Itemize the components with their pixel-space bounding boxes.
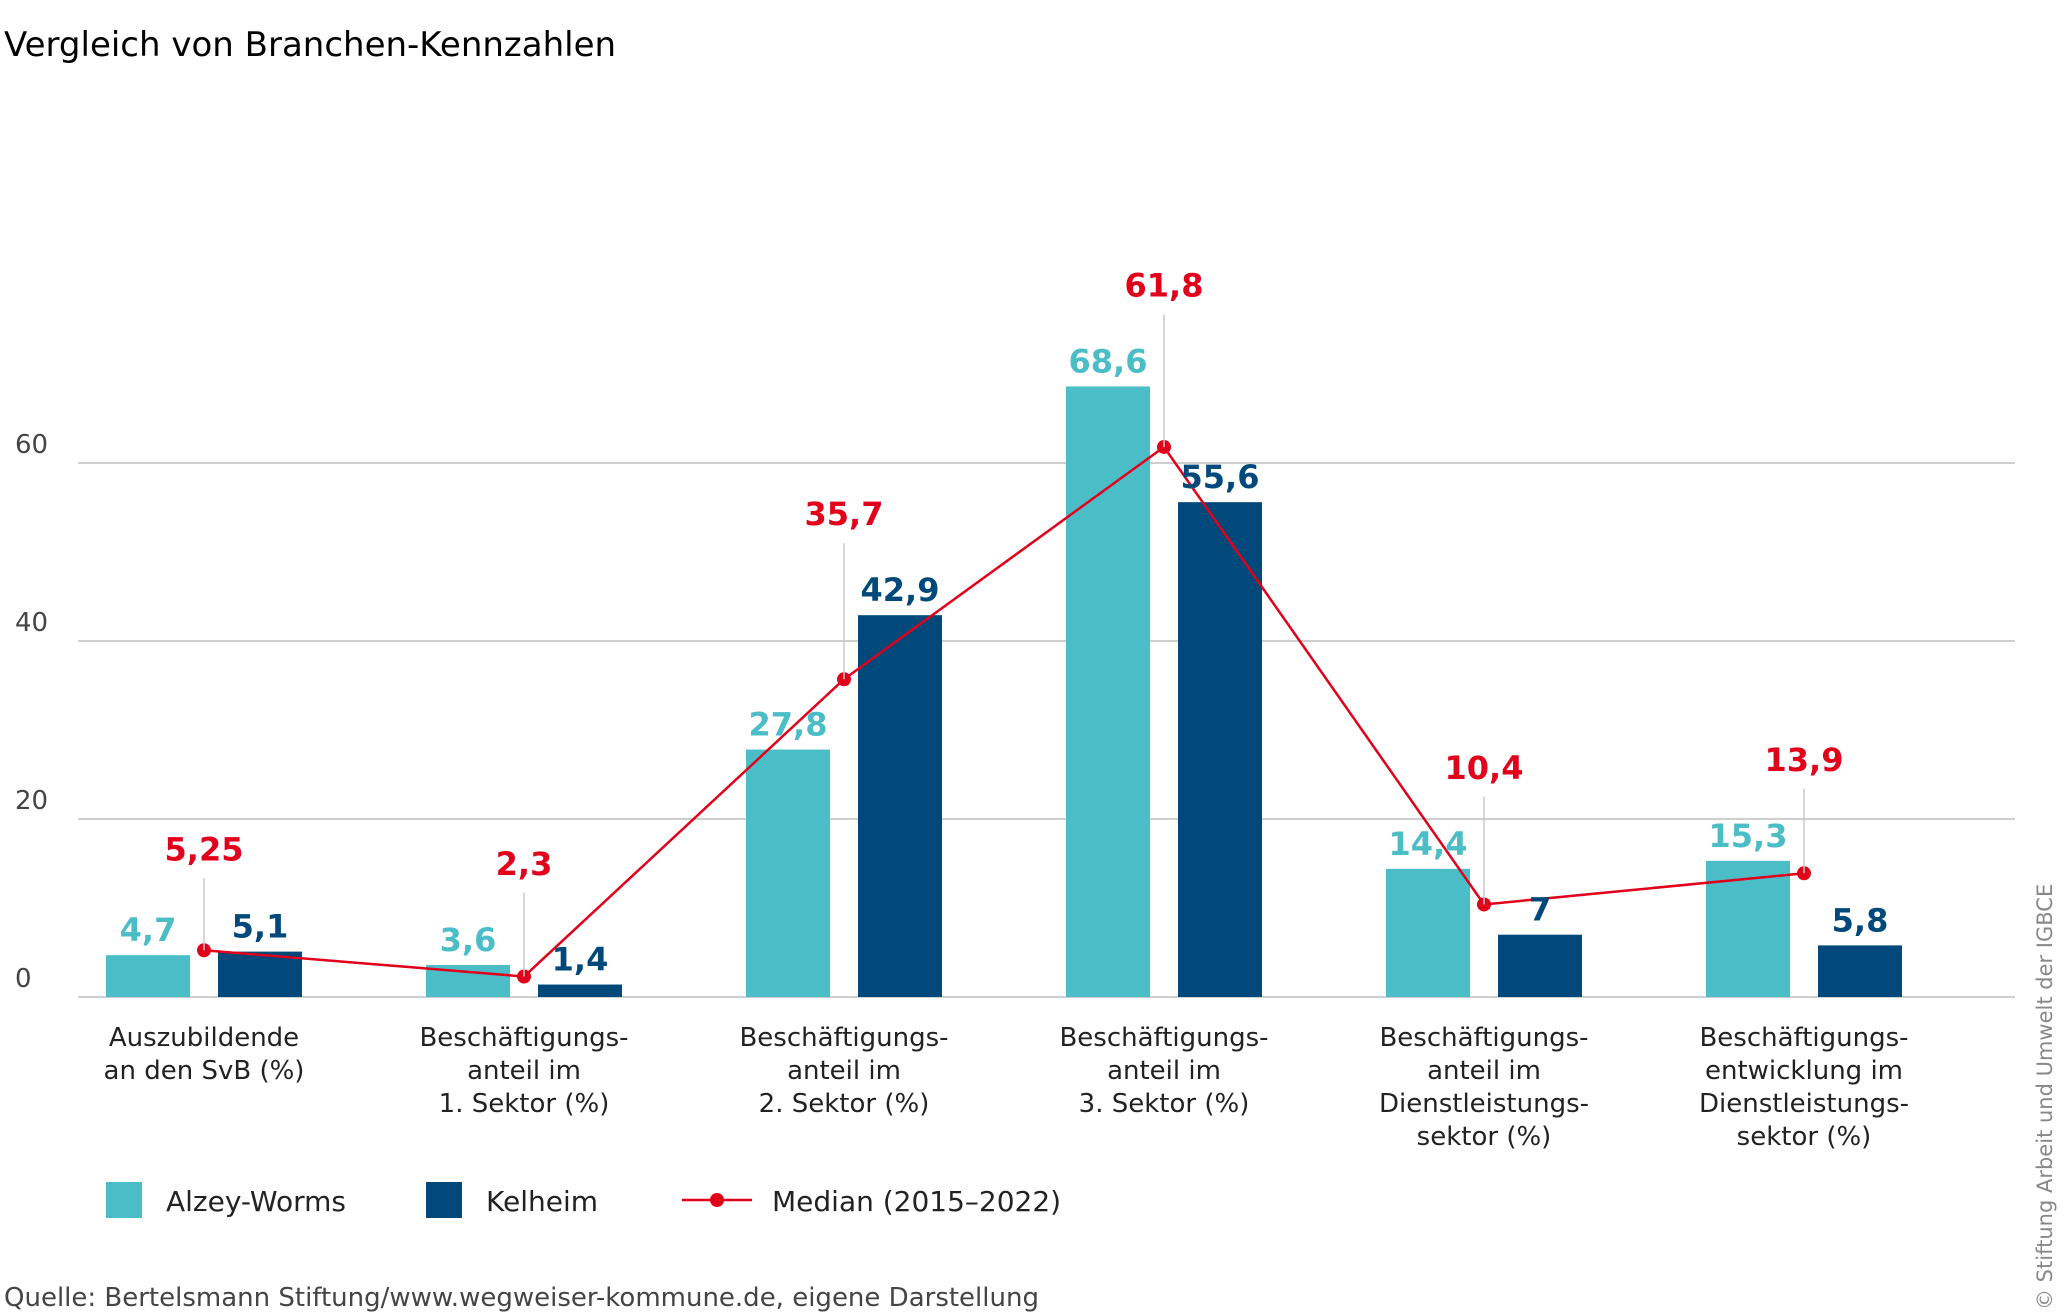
legend-swatch-kelheim <box>426 1182 462 1218</box>
data-label-alzey-worms: 27,8 <box>749 706 828 744</box>
bar-alzey-worms <box>746 749 830 997</box>
legend-label-kelheim: Kelheim <box>486 1185 598 1218</box>
category-label: Beschäftigungs-entwicklung im Dienstleist… <box>1699 1023 1909 1152</box>
median-line-series <box>197 439 1811 984</box>
category-label: Auszubildende an den SvB (%) <box>104 1023 305 1086</box>
legend-label-alzey-worms: Alzey-Worms <box>166 1185 346 1218</box>
legend-swatch-alzey-worms <box>106 1182 142 1218</box>
bar-alzey-worms <box>1386 868 1470 997</box>
y-tick-label: 0 <box>15 964 32 994</box>
data-label-alzey-worms: 68,6 <box>1069 342 1148 380</box>
data-label-alzey-worms: 3,6 <box>440 921 497 959</box>
bar-kelheim <box>858 615 942 997</box>
bar-kelheim <box>538 984 622 997</box>
bar-kelheim <box>1178 502 1262 997</box>
source-note: Quelle: Bertelsmann Stiftung/www.wegweis… <box>4 1283 1039 1313</box>
category-label: Beschäftigungs-anteil im 3. Sektor (%) <box>1059 1023 1268 1119</box>
bar-alzey-worms <box>1066 386 1150 998</box>
chart-title: Vergleich von Branchen-Kennzahlen <box>4 25 616 65</box>
category-label: Beschäftigungs-anteil im Dienstleistungs-… <box>1379 1023 1589 1152</box>
data-label-median: 5,25 <box>165 830 244 868</box>
legend-marker-median <box>710 1193 724 1207</box>
y-tick-label: 20 <box>15 786 48 816</box>
data-label-kelheim: 55,6 <box>1181 458 1260 496</box>
y-tick-label: 60 <box>15 430 48 460</box>
data-label-kelheim: 5,1 <box>232 908 289 946</box>
data-label-alzey-worms: 4,7 <box>120 911 177 949</box>
bar-alzey-worms <box>106 955 190 997</box>
bar-kelheim <box>218 951 302 997</box>
bar-kelheim <box>1498 934 1582 997</box>
bar-alzey-worms <box>1706 860 1790 997</box>
data-label-kelheim: 1,4 <box>552 941 609 979</box>
gridlines <box>78 462 2015 998</box>
data-label-kelheim: 5,8 <box>1832 901 1889 939</box>
data-label-alzey-worms: 15,3 <box>1709 817 1788 855</box>
data-label-alzey-worms: 14,4 <box>1389 825 1468 863</box>
legend: Alzey-Worms Kelheim Median (2015–2022) <box>106 1182 1061 1218</box>
bar-kelheim <box>1818 945 1902 997</box>
legend-label-median: Median (2015–2022) <box>772 1185 1061 1218</box>
data-label-median: 13,9 <box>1765 741 1844 779</box>
bars <box>106 386 1902 998</box>
data-label-median: 61,8 <box>1125 266 1204 304</box>
data-label-kelheim: 42,9 <box>861 571 940 609</box>
data-label-median: 10,4 <box>1445 749 1524 787</box>
data-label-median: 2,3 <box>496 845 553 883</box>
data-label-kelheim: 7 <box>1529 891 1551 929</box>
y-tick-label: 40 <box>15 608 48 638</box>
data-label-median: 35,7 <box>805 495 884 533</box>
y-axis-ticks: 0 20 40 60 <box>15 430 48 994</box>
category-label: Beschäftigungs-anteil im 2. Sektor (%) <box>739 1023 948 1119</box>
category-label: Beschäftigungs-anteil im 1. Sektor (%) <box>419 1023 628 1119</box>
copyright-credit: © Stiftung Arbeit und Umwelt der IGBCE <box>2033 884 2057 1310</box>
median-line <box>203 445 1805 978</box>
data-labels: 4,7 5,1 5,25 3,6 1,4 2,3 27,8 42,9 35,7 68,6 55,6 6… <box>120 266 1889 978</box>
x-axis-categories: Auszubildende an den SvB (%) Beschäftigung… <box>104 1023 1909 1152</box>
